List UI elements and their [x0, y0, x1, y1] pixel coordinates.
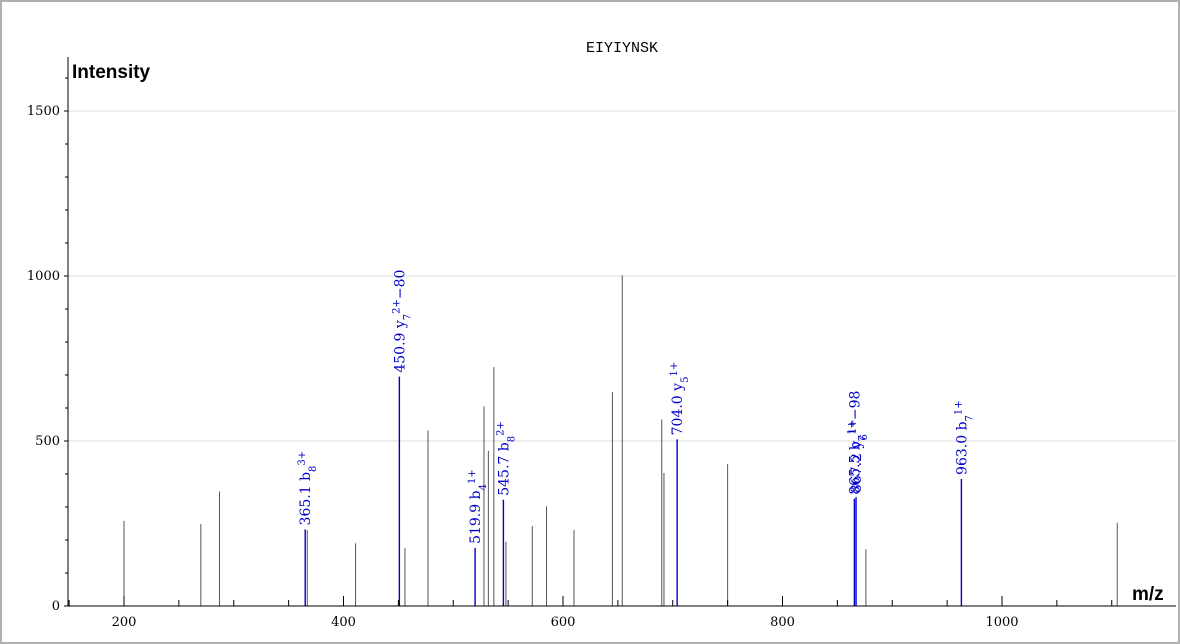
y-ticks: 0 500 1000 1500 [27, 77, 68, 614]
ion-name: y [392, 320, 408, 329]
x-tick-label: 800 [770, 615, 795, 630]
x-axis-label: m/z [1132, 584, 1164, 605]
ion-subscript: 4 [478, 484, 489, 490]
ion-suffix: −80 [392, 270, 408, 300]
ion-name: b [468, 490, 484, 499]
x-tick-label: 400 [331, 615, 356, 630]
peak-label: 704.0 y51+ [669, 362, 691, 436]
peak-mz-label: 865.5 [847, 450, 863, 495]
ion-subscript: 8 [308, 466, 319, 472]
ion-subscript: 7 [402, 314, 413, 320]
ion-superscript: 2+ [495, 421, 506, 436]
peak-label: 519.9 b41+ [467, 469, 489, 544]
axes [67, 57, 1176, 607]
ion-subscript: 5 [680, 377, 691, 383]
peak-label: 963.0 b71+ [953, 400, 975, 475]
peak-mz-label: 365.1 [298, 481, 314, 526]
ion-superscript: 3+ [297, 451, 308, 466]
x-tick-label: 200 [112, 615, 137, 630]
peak-mz-label: 545.7 [496, 451, 512, 496]
ion-subscript: 6 [859, 434, 870, 440]
chart-title: EIYIYNSK [586, 40, 658, 57]
peak-mz-label: 704.0 [670, 391, 686, 436]
ion-subscript: 7 [964, 415, 975, 421]
ion-superscript: 1+ [848, 420, 859, 435]
ion-name: b [496, 442, 512, 451]
y-tick-label: 500 [35, 434, 60, 449]
peak-label: 450.9 y72+−80 [391, 270, 413, 373]
ion-suffix: −98 [847, 391, 863, 421]
y-tick-label: 1500 [27, 104, 60, 119]
ion-superscript: 2+ [391, 299, 402, 314]
peak-label: 867.2 y61+ [848, 420, 870, 494]
y-axis-label: Intensity [72, 62, 151, 83]
ion-superscript: 1+ [467, 469, 478, 484]
peak-label: 365.1 b83+ [297, 451, 319, 526]
x-tick-label: 600 [551, 615, 576, 630]
peak-mz-label: 450.9 [392, 328, 408, 373]
x-tick-label: 1000 [985, 615, 1018, 630]
ion-name: b [954, 421, 970, 430]
ion-superscript: 1+ [669, 362, 680, 377]
ion-name: y [670, 383, 686, 392]
ion-name: b [847, 441, 863, 450]
peaks [123, 275, 1118, 606]
peak-mz-label: 519.9 [468, 499, 484, 544]
ion-superscript: 1+ [846, 420, 857, 435]
ion-subscript: 7 [857, 435, 868, 441]
peak-mz-label: 963.0 [954, 430, 970, 475]
ion-name: y [849, 441, 865, 450]
ion-subscript: 8 [506, 436, 517, 442]
y-tick-label: 0 [52, 599, 60, 614]
x-ticks: 200 400 600 800 1000 [68, 596, 1113, 630]
peak-label: 865.5 b71+−98 [846, 391, 868, 495]
y-tick-label: 1000 [27, 269, 60, 284]
peak-mz-label: 867.2 [849, 449, 865, 494]
ion-name: b [298, 472, 314, 481]
peak-label: 545.7 b82+ [495, 421, 517, 496]
ion-superscript: 1+ [953, 400, 964, 415]
